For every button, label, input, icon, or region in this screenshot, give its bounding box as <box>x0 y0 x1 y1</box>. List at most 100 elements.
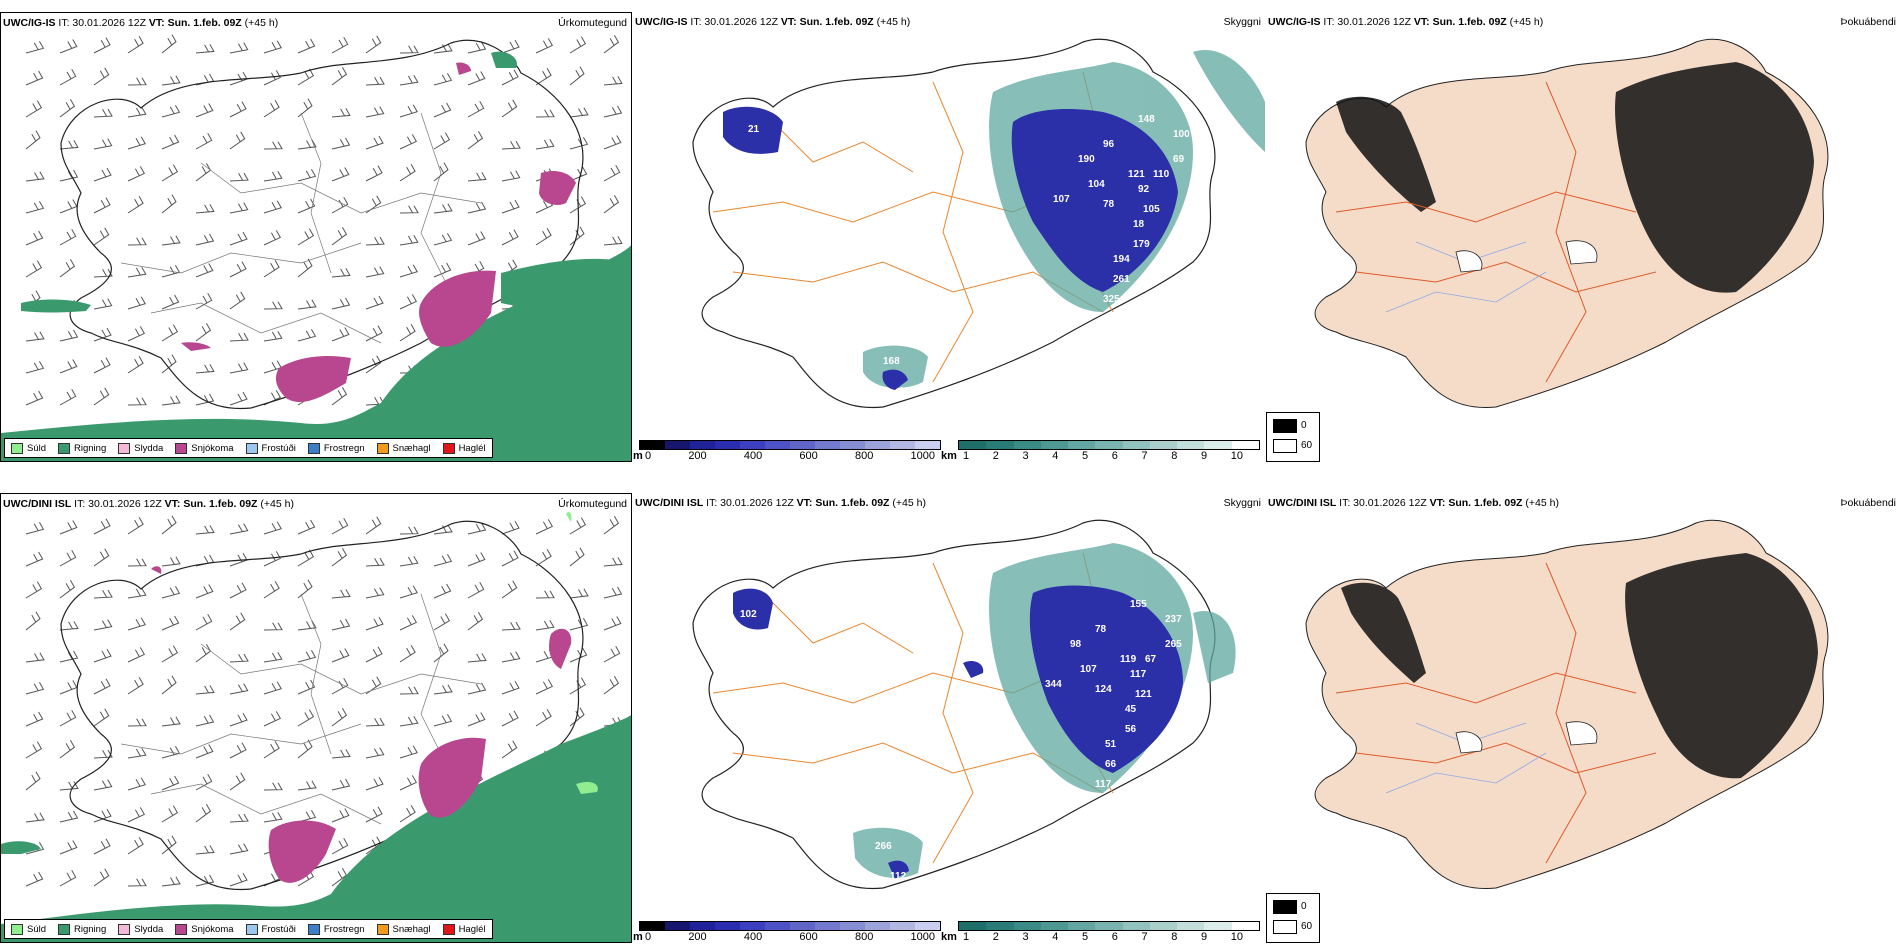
colorbar-segment <box>715 441 740 449</box>
wind-barb <box>433 554 453 567</box>
wind-barb <box>331 518 349 535</box>
wind-barb <box>297 810 317 823</box>
wind-barb <box>127 747 147 759</box>
wind-barb <box>93 138 113 150</box>
colorbar-segment <box>740 441 765 449</box>
legend-label: Frostregn <box>323 923 365 935</box>
wind-barb <box>297 739 313 759</box>
wind-barb <box>127 587 147 599</box>
wind-barb <box>59 520 78 535</box>
fog-legend-black <box>1273 900 1297 914</box>
wind-barb <box>297 579 313 599</box>
colorbar-segment <box>840 922 865 930</box>
visibility-value: 325 <box>1103 294 1120 305</box>
lead-time: (+45 h) <box>876 16 911 28</box>
wind-barb <box>331 838 349 855</box>
panel-label: Úrkomutegund <box>558 498 627 510</box>
precip-type-legend: Súld Rigning Slydda Snjókoma Frostúði Frostre… <box>4 919 493 939</box>
wind-barb <box>93 357 111 374</box>
wind-barb <box>161 746 181 759</box>
panel-title: UWC/IG-IS IT: 30.01.2026 12Z VT: Sun. 1.… <box>1268 16 1543 28</box>
visibility-value: 67 <box>1145 654 1157 665</box>
colorbar-segment <box>815 922 840 930</box>
wind-barb <box>127 558 147 567</box>
wind-barb <box>331 547 348 567</box>
wind-barb <box>59 39 78 54</box>
visibility-value: 168 <box>883 356 900 367</box>
colorbar-tick: 9 <box>1201 450 1208 462</box>
wind-barb <box>25 230 44 246</box>
wind-barb <box>161 134 180 150</box>
wind-barb <box>25 201 45 214</box>
wind-barb <box>263 651 283 663</box>
wind-barb <box>93 749 113 759</box>
visibility-colorbar <box>958 921 1260 931</box>
wind-barb <box>433 102 452 118</box>
wind-barb <box>59 69 77 86</box>
wind-barb <box>399 585 418 599</box>
wind-barb <box>93 678 111 695</box>
wind-barb <box>467 582 485 599</box>
legend-item: Snjókoma <box>175 442 234 454</box>
wind-barb <box>331 197 349 214</box>
wind-barb <box>399 615 418 631</box>
valid-time-label: VT: <box>148 17 165 29</box>
fog-legend: 0 60 <box>1266 412 1320 462</box>
wind-barb <box>501 140 521 150</box>
wind-barb <box>195 322 212 342</box>
wind-barb <box>399 134 418 150</box>
colorbar-tick: 400 <box>743 931 763 943</box>
wind-barb <box>297 299 317 310</box>
visibility-value: 117 <box>1130 669 1147 680</box>
wind-barb <box>569 588 589 599</box>
wind-barb <box>25 100 43 118</box>
wind-barb <box>399 264 418 278</box>
wind-barb <box>331 297 351 310</box>
wind-barb <box>399 294 418 310</box>
wind-barb <box>603 586 623 599</box>
wind-barb <box>467 552 486 567</box>
legend-item: Haglél <box>442 923 486 935</box>
wind-barb <box>59 781 79 791</box>
legend-swatch <box>307 923 320 935</box>
lead-time: (+45 h) <box>1525 497 1559 509</box>
wind-barb <box>535 619 555 631</box>
wind-barb <box>93 268 113 278</box>
wind-barb <box>59 140 79 150</box>
wind-barb <box>365 165 383 182</box>
ceiling-unit: m <box>633 931 643 943</box>
wind-barb <box>25 812 45 823</box>
wind-barb <box>603 646 621 663</box>
wind-barb <box>331 678 349 695</box>
legend-item: Snjókoma <box>175 923 234 935</box>
wind-barb <box>229 712 248 727</box>
wind-barb <box>535 679 554 695</box>
valid-time: Sun. 1.feb. 09Z <box>1432 16 1507 28</box>
wind-barb <box>93 779 113 791</box>
wind-barb <box>59 739 76 759</box>
wind-barb <box>331 137 351 150</box>
legend-swatch <box>11 923 23 935</box>
wind-barb <box>229 612 246 631</box>
colorbar-segment <box>1231 922 1259 930</box>
colorbar-tick: 600 <box>799 450 818 462</box>
colorbar-segment <box>1013 441 1041 449</box>
wind-barb <box>161 645 179 663</box>
colorbar-segment <box>790 441 815 449</box>
colorbar-tick: 3 <box>1022 450 1029 462</box>
wind-barb <box>365 135 384 150</box>
wind-barb <box>399 715 419 727</box>
wind-barb <box>603 675 620 695</box>
colorbar-tick: 800 <box>854 450 874 462</box>
colorbar-tick: 5 <box>1082 931 1089 943</box>
wind-barb <box>535 590 555 599</box>
wind-barb <box>25 331 45 342</box>
wind-barb <box>535 519 554 535</box>
colorbar-segment <box>1068 441 1096 449</box>
panel-label: Skyggni <box>1223 16 1261 28</box>
legend-item: Frostregn <box>307 442 365 454</box>
wind-barb <box>263 259 280 278</box>
wind-barb <box>229 101 247 118</box>
wind-barb <box>569 517 587 535</box>
wind-barb <box>399 555 419 567</box>
